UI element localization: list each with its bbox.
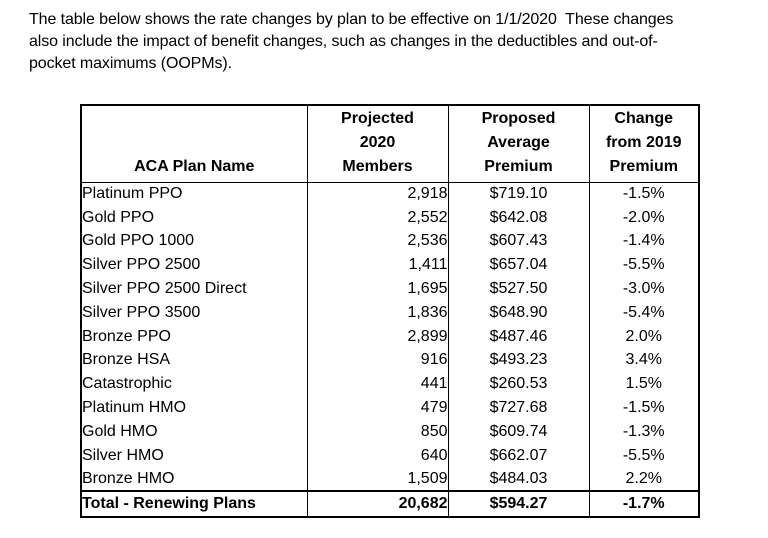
header-line: Average (487, 133, 550, 151)
members-cell: 2,899 (306, 324, 448, 349)
premium-cell: $727.68 (447, 396, 589, 420)
members-cell: 1,695 (306, 277, 448, 301)
premium-cell: $609.74 (447, 419, 589, 444)
members-cell: 1,836 (306, 300, 448, 325)
table-row: Gold HMO 850 $609.74 -1.3% (81, 419, 699, 444)
premium-cell: $493.23 (447, 348, 589, 373)
table-row: Gold PPO 1000 2,536 $607.43 -1.4% (81, 229, 699, 254)
premium-cell: $642.08 (447, 205, 589, 230)
change-cell: 1.5% (588, 372, 699, 397)
change-cell: 2.0% (588, 324, 699, 349)
total-premium-cell: $594.27 (447, 490, 589, 518)
header-change-from-2019: Change from 2019 Premium (588, 105, 699, 183)
plan-name-cell: Platinum PPO (82, 185, 183, 203)
plan-name-cell: Bronze HSA (82, 351, 171, 369)
plan-name-cell: Silver PPO 2500 Direct (82, 280, 247, 298)
members-cell: 2,552 (306, 205, 448, 230)
total-members-cell: 20,682 (306, 490, 448, 518)
total-change-cell: -1.7% (588, 490, 699, 518)
premium-cell: $487.46 (447, 324, 589, 349)
members-cell: 441 (306, 372, 448, 397)
table-row: Silver PPO 2500 1,411 $657.04 -5.5% (81, 253, 699, 278)
table-row: Platinum HMO 479 $727.68 -1.5% (81, 396, 699, 420)
premium-cell: $719.10 (447, 182, 589, 206)
header-proposed-premium: Proposed Average Premium (447, 105, 589, 183)
members-cell: 1,509 (306, 467, 448, 492)
change-cell: -1.4% (588, 229, 699, 254)
change-cell: -1.5% (588, 396, 699, 420)
plan-name-cell: Bronze PPO (82, 327, 171, 345)
header-plan-name: ACA Plan Name (81, 105, 307, 183)
intro-line-1: The table below shows the rate changes b… (29, 11, 674, 28)
table-row: Silver PPO 2500 Direct 1,695 $527.50 -3.… (81, 277, 699, 301)
intro-line-3: pocket maximums (OOPMs). (29, 55, 232, 72)
plan-name-cell: Bronze HMO (82, 469, 175, 487)
table-header-row: ACA Plan Name Projected 2020 Members Pro… (81, 105, 699, 183)
plan-name-cell: Gold PPO 1000 (82, 232, 195, 250)
rate-change-table: ACA Plan Name Projected 2020 Members Pro… (80, 104, 700, 519)
members-cell: 2,918 (306, 182, 448, 206)
members-cell: 640 (306, 443, 448, 468)
premium-cell: $484.03 (447, 467, 589, 492)
header-line: Premium (484, 157, 553, 175)
table-row: Catastrophic 441 $260.53 1.5% (81, 372, 699, 397)
members-cell: 850 (306, 419, 448, 444)
premium-cell: $662.07 (447, 443, 589, 468)
table-row: Gold PPO 2,552 $642.08 -2.0% (81, 205, 699, 230)
plan-name-cell: Gold HMO (82, 422, 158, 440)
members-cell: 2,536 (306, 229, 448, 254)
header-line: 2020 (359, 133, 396, 151)
table-row: Silver PPO 3500 1,836 $648.90 -5.4% (81, 300, 699, 325)
intro-paragraph: The table below shows the rate changes b… (29, 9, 673, 75)
plan-name-cell: Silver PPO 2500 (82, 256, 201, 274)
change-cell: -5.5% (588, 443, 699, 468)
header-line: from 2019 (605, 133, 682, 151)
premium-cell: $657.04 (447, 253, 589, 278)
header-line: Proposed (481, 109, 556, 127)
table-row: Platinum PPO 2,918 $719.10 -1.5% (81, 182, 699, 206)
premium-cell: $260.53 (447, 372, 589, 397)
table-row: Bronze HMO 1,509 $484.03 2.2% (81, 467, 699, 492)
intro-line-2: also include the impact of benefit chang… (29, 33, 658, 50)
header-projected-members: Projected 2020 Members (306, 105, 448, 183)
header-line: Members (342, 157, 413, 175)
plan-name-cell: Silver PPO 3500 (82, 303, 201, 321)
total-label-cell: Total - Renewing Plans (81, 490, 307, 518)
members-cell: 1,411 (306, 253, 448, 278)
table-total-row: Total - Renewing Plans 20,682 $594.27 -1… (81, 490, 699, 518)
premium-cell: $648.90 (447, 300, 589, 325)
table-row: Bronze HSA 916 $493.23 3.4% (81, 348, 699, 373)
members-cell: 916 (306, 348, 448, 373)
change-cell: -5.4% (588, 300, 699, 325)
table-row: Silver HMO 640 $662.07 -5.5% (81, 443, 699, 468)
table-row: Bronze PPO 2,899 $487.46 2.0% (81, 324, 699, 349)
change-cell: -1.3% (588, 419, 699, 444)
premium-cell: $527.50 (447, 277, 589, 301)
plan-name-cell: Silver HMO (82, 446, 164, 464)
change-cell: -1.5% (588, 182, 699, 206)
change-cell: 2.2% (588, 467, 699, 492)
change-cell: 3.4% (588, 348, 699, 373)
header-line: Change (614, 109, 674, 127)
plan-name-cell: Platinum HMO (82, 399, 187, 417)
change-cell: -3.0% (588, 277, 699, 301)
members-cell: 479 (306, 396, 448, 420)
header-line: Projected (341, 109, 414, 127)
header-line: Premium (609, 157, 678, 175)
premium-cell: $607.43 (447, 229, 589, 254)
change-cell: -5.5% (588, 253, 699, 278)
change-cell: -2.0% (588, 205, 699, 230)
plan-name-cell: Gold PPO (82, 208, 155, 226)
plan-name-cell: Catastrophic (82, 375, 172, 393)
